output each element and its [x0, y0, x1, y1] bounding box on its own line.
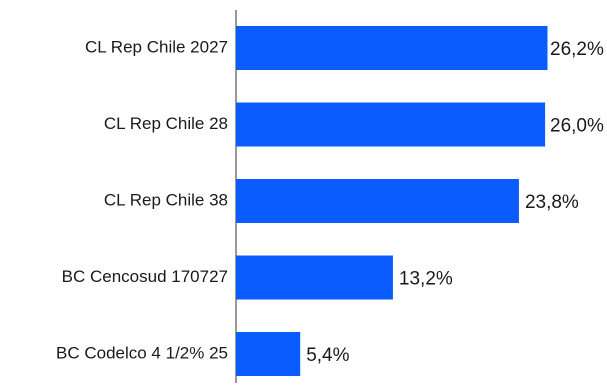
category-labels-group: CL Rep Chile 2027 CL Rep Chile 28 CL Rep C… — [56, 37, 228, 362]
bar-4 — [236, 332, 301, 376]
value-labels-group: 26,2% 26,0% 23,8% 13,2% 5,4% — [306, 39, 604, 366]
category-label-4: BC Codelco 4 1/2% 25 — [56, 343, 228, 362]
bar-3 — [236, 255, 393, 300]
value-label-0: 26,2% — [550, 39, 604, 60]
value-label-2: 23,8% — [525, 192, 579, 213]
category-label-3: BC Cencosud 170727 — [62, 267, 228, 286]
category-label-2: CL Rep Chile 38 — [104, 190, 228, 209]
value-label-4: 5,4% — [306, 345, 349, 366]
bar-2 — [236, 179, 519, 223]
bar-1 — [236, 102, 546, 147]
value-label-1: 26,0% — [550, 116, 604, 137]
category-label-0: CL Rep Chile 2027 — [85, 37, 228, 56]
bars-group — [236, 26, 548, 376]
category-label-1: CL Rep Chile 28 — [104, 114, 228, 133]
value-label-3: 13,2% — [399, 269, 453, 290]
bar-0 — [236, 26, 548, 70]
